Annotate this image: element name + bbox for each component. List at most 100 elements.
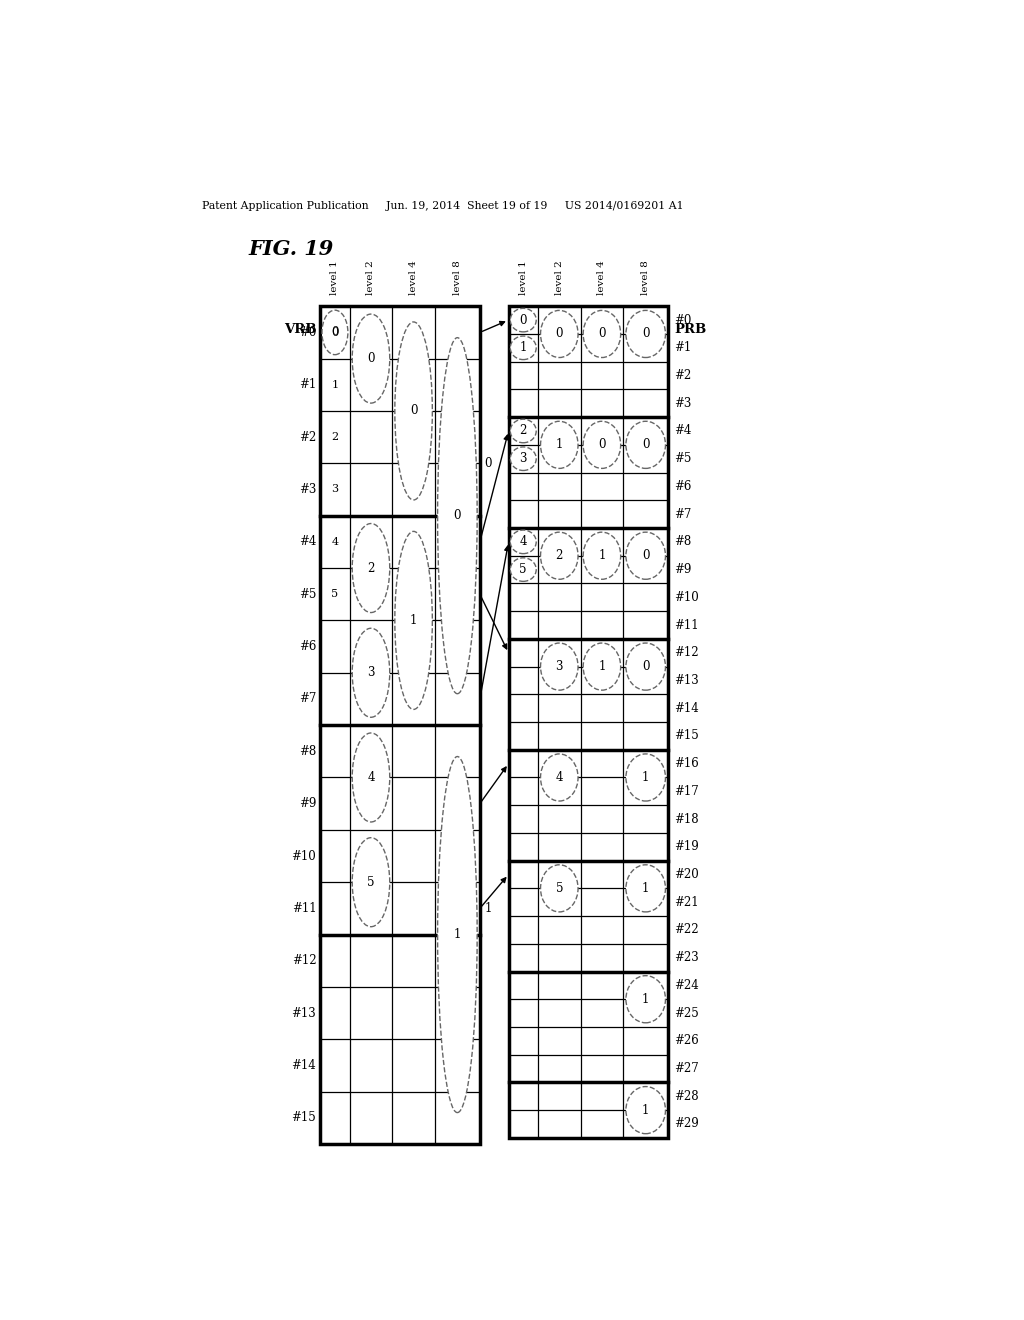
Text: #3: #3	[675, 397, 692, 409]
Text: #4: #4	[675, 425, 692, 437]
Text: level 4: level 4	[597, 260, 606, 294]
Text: 2: 2	[519, 425, 527, 437]
Ellipse shape	[626, 865, 666, 912]
Text: #18: #18	[675, 813, 699, 825]
Text: #23: #23	[675, 952, 699, 964]
Ellipse shape	[395, 532, 432, 709]
Ellipse shape	[352, 733, 390, 822]
Bar	[509, 306, 669, 1138]
Text: Patent Application Publication     Jun. 19, 2014  Sheet 19 of 19     US 2014/016: Patent Application Publication Jun. 19, …	[202, 201, 683, 211]
Text: #6: #6	[675, 480, 692, 492]
Text: #7: #7	[675, 508, 692, 520]
Ellipse shape	[510, 531, 537, 553]
Text: 5: 5	[519, 564, 527, 576]
Text: 5: 5	[368, 875, 375, 888]
Text: #26: #26	[675, 1035, 699, 1047]
Text: #12: #12	[292, 954, 316, 968]
Text: #25: #25	[675, 1007, 699, 1019]
Text: #7: #7	[299, 693, 316, 705]
Text: #10: #10	[292, 850, 316, 862]
Ellipse shape	[395, 322, 432, 500]
Ellipse shape	[322, 310, 348, 355]
Ellipse shape	[352, 628, 390, 717]
Text: #10: #10	[675, 591, 699, 603]
Ellipse shape	[541, 865, 578, 912]
Text: #0: #0	[299, 326, 316, 339]
Ellipse shape	[541, 310, 578, 358]
Text: #9: #9	[675, 564, 692, 576]
Text: 2: 2	[556, 549, 563, 562]
Text: #17: #17	[675, 785, 699, 797]
Ellipse shape	[583, 421, 621, 469]
Text: 1: 1	[642, 771, 649, 784]
Text: #24: #24	[675, 979, 699, 991]
Text: 0: 0	[368, 352, 375, 366]
Text: #6: #6	[299, 640, 316, 653]
Ellipse shape	[626, 754, 666, 801]
Ellipse shape	[510, 337, 537, 359]
Text: #0: #0	[675, 314, 692, 326]
Ellipse shape	[437, 338, 477, 694]
Text: #4: #4	[299, 536, 316, 548]
Text: #2: #2	[299, 430, 316, 444]
Ellipse shape	[352, 314, 390, 403]
Text: #15: #15	[292, 1111, 316, 1125]
Text: #11: #11	[675, 619, 699, 631]
Text: 0: 0	[454, 510, 461, 523]
Ellipse shape	[583, 643, 621, 690]
Text: #9: #9	[299, 797, 316, 810]
Ellipse shape	[541, 532, 578, 579]
Text: #1: #1	[675, 342, 691, 354]
Text: #11: #11	[292, 902, 316, 915]
Text: 3: 3	[519, 453, 527, 465]
Ellipse shape	[352, 838, 390, 927]
Text: 1: 1	[598, 549, 605, 562]
Ellipse shape	[510, 420, 537, 442]
Text: 4: 4	[556, 771, 563, 784]
Text: #12: #12	[675, 647, 699, 659]
Text: 0: 0	[331, 326, 339, 339]
Text: #5: #5	[299, 587, 316, 601]
Text: #29: #29	[675, 1118, 699, 1130]
Text: 0: 0	[642, 660, 649, 673]
Text: 1: 1	[332, 380, 339, 389]
Ellipse shape	[626, 532, 666, 579]
Text: #28: #28	[675, 1090, 699, 1102]
Text: #2: #2	[675, 370, 691, 381]
Text: 1: 1	[642, 882, 649, 895]
Text: level 1: level 1	[331, 260, 339, 294]
Text: 0: 0	[642, 327, 649, 341]
Text: #27: #27	[675, 1063, 699, 1074]
Text: 5: 5	[556, 882, 563, 895]
Text: 0: 0	[598, 327, 605, 341]
Ellipse shape	[626, 643, 666, 690]
Text: 3: 3	[556, 660, 563, 673]
Text: 0: 0	[556, 327, 563, 341]
Text: 3: 3	[332, 484, 339, 495]
Text: 0: 0	[642, 438, 649, 451]
Text: 1: 1	[598, 660, 605, 673]
Text: #19: #19	[675, 841, 699, 853]
Ellipse shape	[541, 643, 578, 690]
Ellipse shape	[437, 756, 477, 1113]
Text: level 1: level 1	[519, 260, 527, 294]
Text: 2: 2	[368, 561, 375, 574]
Text: level 4: level 4	[409, 260, 418, 294]
Ellipse shape	[510, 558, 537, 581]
Text: 1: 1	[642, 993, 649, 1006]
Text: #3: #3	[299, 483, 316, 496]
Text: VRB: VRB	[284, 323, 316, 335]
Ellipse shape	[626, 421, 666, 469]
Text: 5: 5	[332, 589, 339, 599]
Text: 0: 0	[484, 457, 492, 470]
Bar	[321, 306, 480, 1144]
Text: PRB: PRB	[675, 323, 707, 335]
Text: #5: #5	[675, 453, 692, 465]
Ellipse shape	[510, 309, 537, 331]
Ellipse shape	[626, 310, 666, 358]
Ellipse shape	[541, 421, 578, 469]
Ellipse shape	[541, 754, 578, 801]
Text: 1: 1	[484, 902, 492, 915]
Text: #8: #8	[675, 536, 691, 548]
Text: level 2: level 2	[555, 260, 564, 294]
